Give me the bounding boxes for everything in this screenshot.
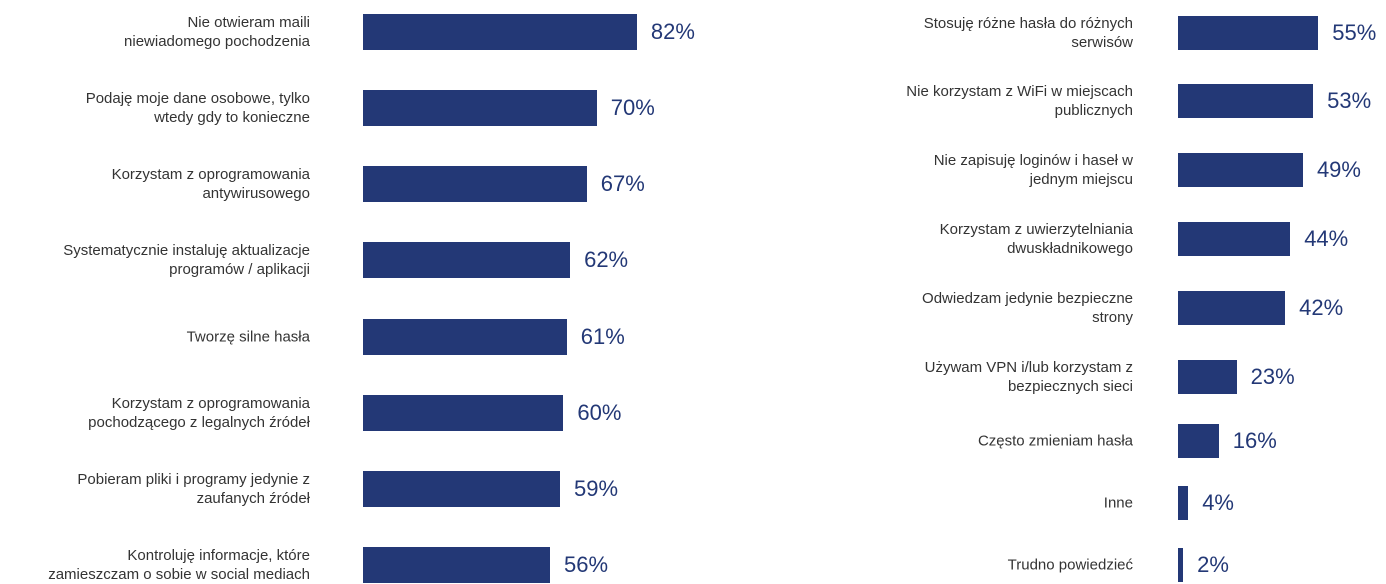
value-label: 70% — [610, 95, 655, 120]
category-label: Nie korzystam z WiFi w miejscach publicz… — [906, 83, 1133, 119]
category-label: Podaję moje dane osobowe, tylko wtedy gd… — [85, 90, 310, 126]
value-label: 82% — [650, 19, 695, 44]
value-label: 59% — [574, 476, 619, 501]
bar — [1178, 222, 1291, 256]
bar — [1178, 424, 1219, 458]
bar — [363, 395, 564, 431]
value-label: 49% — [1316, 157, 1361, 182]
bar — [1178, 486, 1189, 520]
bar — [363, 166, 587, 202]
category-label: Korzystam z oprogramowania pochodzącego … — [88, 395, 310, 431]
bar — [363, 242, 571, 278]
value-label: 2% — [1197, 552, 1229, 577]
category-label: Kontroluję informacje, które zamieszczam… — [48, 547, 310, 583]
category-label: Często zmieniam hasła — [977, 432, 1133, 450]
category-label: Używam VPN i/lub korzystam z bezpiecznyc… — [924, 359, 1133, 395]
bar — [363, 471, 561, 507]
category-label: Korzystam z oprogramowania antywirusoweg… — [111, 166, 310, 202]
bar — [363, 547, 551, 583]
value-label: 60% — [577, 400, 622, 425]
category-label: Pobieram pliki i programy jedynie z zauf… — [77, 471, 310, 507]
value-label: 23% — [1250, 364, 1295, 389]
bar — [363, 319, 567, 355]
bar — [1178, 153, 1303, 187]
value-label: 56% — [564, 552, 609, 577]
category-label: Nie zapisuję loginów i haseł w jednym mi… — [933, 152, 1133, 188]
value-label: 44% — [1304, 226, 1349, 251]
value-label: 42% — [1299, 295, 1344, 320]
bar — [1178, 84, 1314, 118]
value-label: 53% — [1327, 88, 1372, 113]
bar — [1178, 16, 1319, 50]
value-label: 67% — [600, 171, 645, 196]
category-label: Odwiedzam jedynie bezpieczne strony — [922, 290, 1133, 326]
bar — [363, 14, 637, 50]
category-label: Trudno powiedzieć — [1007, 556, 1133, 574]
value-label: 61% — [580, 324, 625, 349]
category-label: Korzystam z uwierzytelniania dwuskładnik… — [939, 221, 1133, 257]
category-label: Inne — [1103, 494, 1133, 512]
bar — [1178, 548, 1184, 582]
value-label: 62% — [584, 247, 629, 272]
category-label: Stosuję różne hasła do różnych serwisów — [923, 15, 1133, 51]
category-label: Systematycznie instaluję aktualizacje pr… — [63, 242, 310, 278]
value-label: 4% — [1202, 490, 1234, 515]
bar — [1178, 360, 1237, 394]
value-label: 55% — [1332, 20, 1377, 45]
category-label: Nie otwieram maili niewiadomego pochodze… — [124, 14, 310, 50]
category-label: Tworzę silne hasła — [186, 328, 310, 346]
value-label: 16% — [1232, 428, 1277, 453]
bar — [1178, 291, 1286, 325]
bar — [363, 90, 597, 126]
